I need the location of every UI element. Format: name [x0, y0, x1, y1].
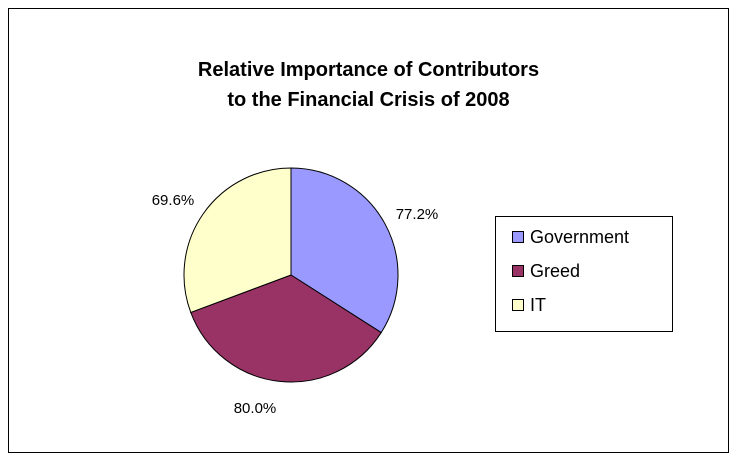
- chart-title: Relative Importance of Contributors to t…: [9, 55, 728, 115]
- data-label-it: 69.6%: [152, 192, 195, 209]
- legend-item-government: Government: [512, 225, 629, 249]
- legend-swatch-it: [512, 299, 524, 311]
- legend: Government Greed IT: [495, 216, 673, 332]
- legend-item-greed: Greed: [512, 259, 580, 283]
- data-label-greed: 80.0%: [234, 400, 277, 417]
- chart-title-line-2: to the Financial Crisis of 2008: [227, 89, 510, 111]
- legend-swatch-government: [512, 231, 524, 243]
- chart-area: Relative Importance of Contributors to t…: [8, 8, 729, 453]
- data-label-government: 77.2%: [396, 206, 439, 223]
- legend-swatch-greed: [512, 265, 524, 277]
- chart-title-line-1: Relative Importance of Contributors: [197, 59, 540, 81]
- legend-item-it: IT: [512, 293, 546, 317]
- pie-slice-it: [183, 167, 292, 314]
- pie-chart: 77.2% 80.0% 69.6%: [152, 167, 439, 417]
- pie-slice-greed: [190, 274, 382, 383]
- legend-label-government: Government: [530, 226, 630, 247]
- pie-slice-government: [290, 167, 399, 334]
- legend-label-greed: Greed: [530, 260, 581, 281]
- legend-label-it: IT: [530, 294, 546, 315]
